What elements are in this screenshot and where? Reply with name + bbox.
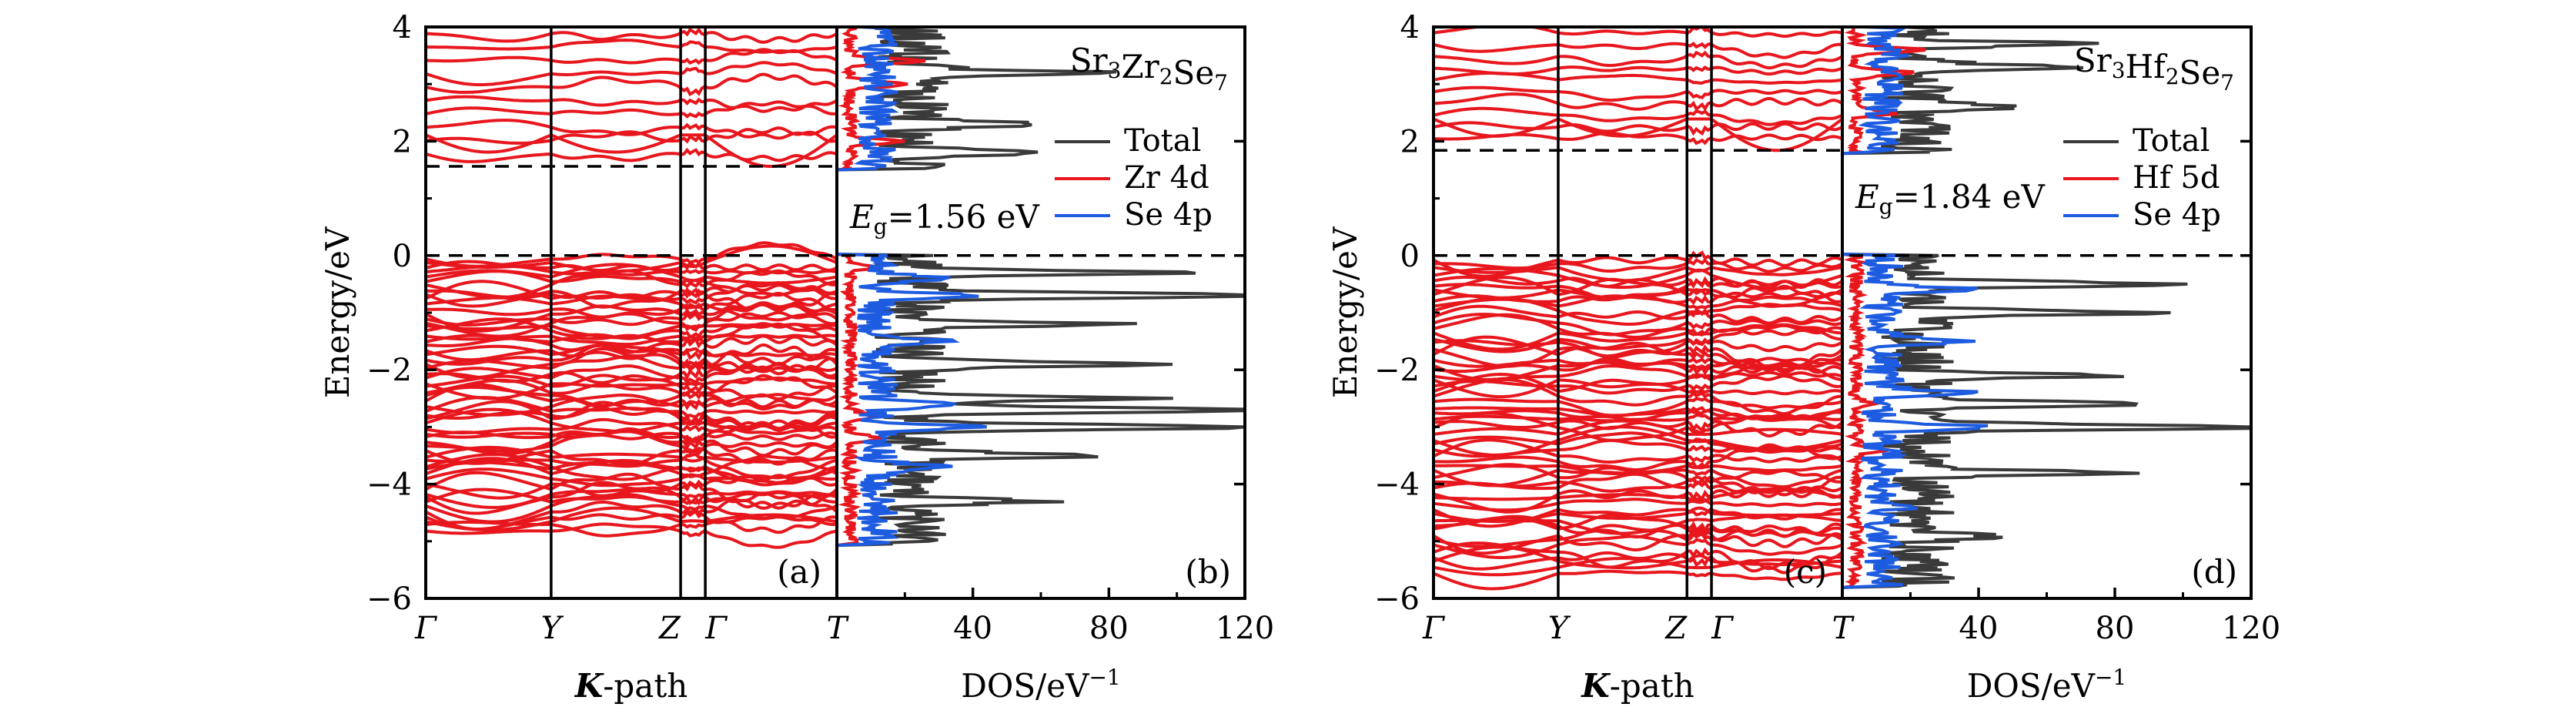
panel-tag: (c): [1784, 553, 1827, 591]
conduction-band-line: [1434, 52, 1842, 68]
kpoint-label: Z: [657, 611, 681, 646]
x-axis-label-dos: DOS/eV−1: [961, 665, 1121, 705]
figure: −6−4−2024Γ Y Z Γ T 40 80 120Energy/eVK-path DOS/…: [0, 0, 2576, 717]
conduction-band-line: [1434, 67, 1842, 74]
kpoint-label: Γ: [1422, 611, 1445, 646]
legend-label: Total: [2133, 123, 2210, 159]
kpoint-label: Y: [541, 611, 564, 646]
x-tick-label: 40: [1959, 611, 1999, 646]
y-tick-label: −2: [1374, 353, 1420, 388]
compound-label: Sr3Hf2Se7: [2074, 42, 2234, 95]
legend-label: Total: [1124, 123, 1201, 159]
conduction-band-line: [1434, 44, 1842, 58]
conduction-band-line: [1434, 122, 1842, 133]
x-axis-label-dos: DOS/eV−1: [1967, 665, 2127, 705]
y-axis-label: Energy/eV: [1326, 226, 1364, 398]
y-tick-label: 0: [393, 239, 412, 274]
y-tick-label: 2: [1400, 124, 1420, 159]
kpoint-label: Z: [1664, 611, 1688, 646]
conduction-band-line: [1434, 109, 1842, 125]
band-gap-label: Eg=1.84 eV: [1855, 178, 2046, 219]
legend-label: Zr 4d: [1124, 160, 1209, 196]
dos-curves: [1842, 27, 2251, 598]
x-tick-label: 80: [2096, 611, 2135, 646]
panel-tag: (a): [777, 553, 821, 591]
legend-label: Hf 5d: [2133, 160, 2220, 196]
x-tick-label: 40: [953, 611, 992, 646]
y-tick-label: −6: [1374, 581, 1420, 617]
panel-tag: (d): [2191, 553, 2237, 591]
kpoint-label: T: [1832, 611, 1855, 646]
kpoint-label: Γ: [1711, 611, 1734, 646]
band-lines: [1434, 25, 1842, 589]
legend-label: Se 4p: [1124, 197, 1213, 233]
kpoint-label: T: [827, 611, 850, 646]
band-lines: [426, 30, 837, 548]
x-axis-label-kpath: K-path: [1581, 667, 1694, 705]
y-axis-label: Energy/eV: [319, 226, 356, 398]
x-tick-label: 120: [2222, 611, 2280, 646]
y-tick-label: 4: [393, 10, 412, 45]
x-axis-label-kpath: K-path: [574, 667, 688, 705]
legend-label: Se 4p: [2133, 197, 2221, 233]
y-tick-label: −4: [1374, 467, 1420, 503]
compound-label: Sr3Zr2Se7: [1070, 42, 1228, 95]
y-tick-label: −4: [366, 467, 412, 503]
conduction-band-line: [426, 40, 837, 52]
kpoint-label: Y: [1548, 611, 1571, 646]
y-tick-label: 2: [393, 124, 412, 159]
dos-curves: [837, 27, 1245, 598]
band-gap-label: Eg=1.56 eV: [849, 198, 1040, 240]
conduction-band-line: [1434, 88, 1842, 100]
panel-tag: (b): [1185, 553, 1231, 591]
y-tick-label: 0: [1400, 239, 1420, 274]
dos-line-total: [1842, 27, 2251, 598]
y-tick-label: 4: [1400, 10, 1420, 45]
y-tick-label: −2: [366, 353, 412, 388]
x-tick-label: 80: [1089, 611, 1129, 646]
kpoint-label: Γ: [414, 611, 437, 646]
dos-line-total: [837, 27, 1245, 598]
x-tick-label: 120: [1216, 611, 1274, 646]
y-tick-label: −6: [366, 581, 412, 617]
kpoint-label: Γ: [704, 611, 728, 646]
